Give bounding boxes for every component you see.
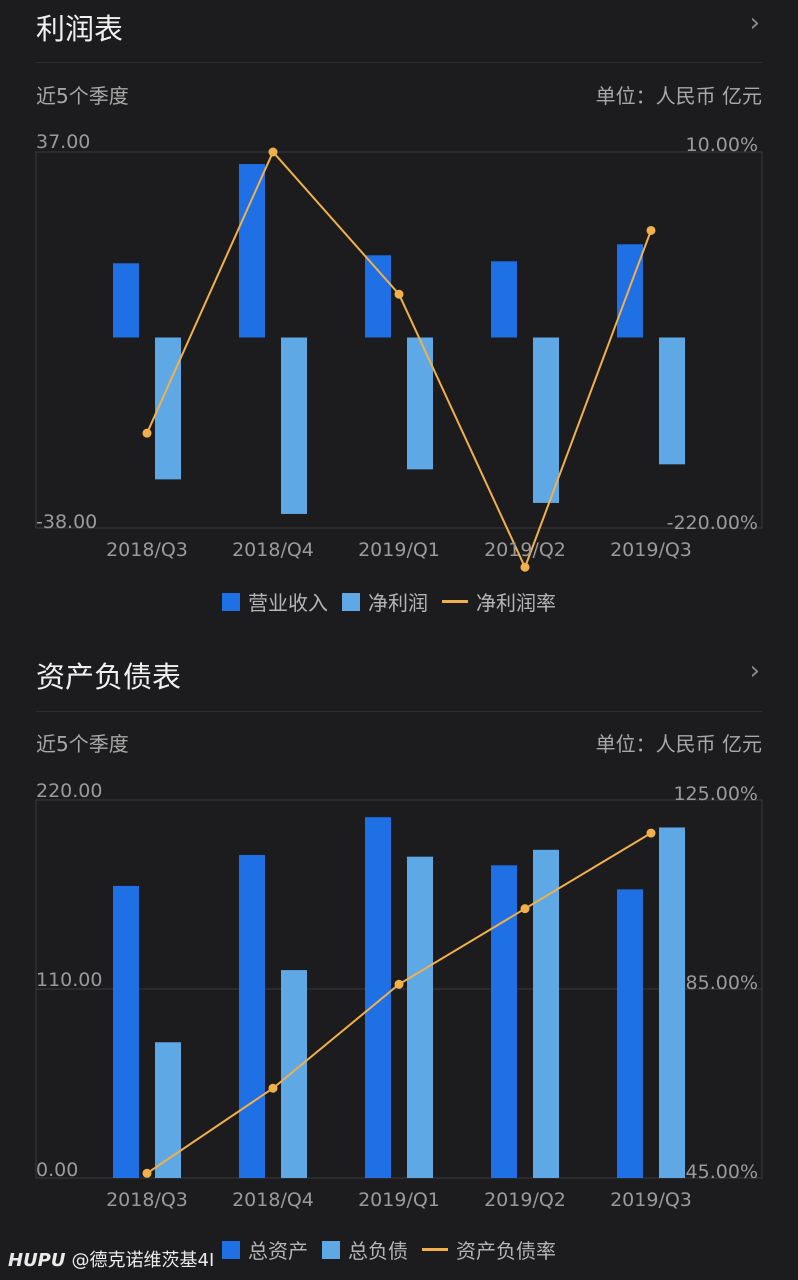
point-资产负债率-2018/Q3[interactable] (142, 1168, 152, 1178)
bar-营业收入-2019/Q2[interactable] (491, 261, 517, 338)
point-资产负债率-2018/Q4[interactable] (268, 1083, 278, 1093)
bar-营业收入-2019/Q1[interactable] (365, 255, 391, 338)
x-tick-label: 2018/Q4 (232, 539, 314, 561)
balance-unit: 单位：人民币 亿元 (595, 732, 762, 756)
legend-item-debt-ratio[interactable]: 资产负债率 (422, 1235, 556, 1264)
x-tick-label: 2018/Q3 (106, 539, 188, 561)
bar-总资产-2019/Q3[interactable] (617, 889, 643, 1178)
income-title: 利润表 (36, 12, 124, 46)
point-净利润率-2018/Q3[interactable] (142, 428, 152, 438)
bar-营业收入-2019/Q3[interactable] (617, 244, 643, 338)
income-period: 近5个季度 (36, 84, 129, 108)
x-tick-label: 2019/Q1 (358, 1189, 440, 1210)
total-assets-swatch (222, 1240, 240, 1259)
bar-总负债-2019/Q3[interactable] (659, 827, 685, 1178)
balance-right-top-label: 125.00% (673, 783, 758, 805)
income-right-top-label: 10.00% (686, 134, 758, 156)
total-liabilities-swatch (322, 1240, 340, 1259)
bar-净利润-2019/Q2[interactable] (533, 337, 559, 503)
legend-label-net-profit: 净利润 (368, 591, 428, 615)
bar-总负债-2018/Q4[interactable] (281, 970, 307, 1178)
legend-label-total-assets: 总资产 (248, 1239, 308, 1263)
line-净利润率 (146, 150, 652, 570)
legend-label-total-liabilities: 总负债 (348, 1239, 408, 1263)
income-chevron-right-icon[interactable]: › (749, 8, 760, 38)
legend-item-net-profit[interactable]: 净利润 (342, 587, 428, 616)
legend-item-total-liabilities[interactable]: 总负债 (322, 1235, 408, 1264)
bar-总资产-2019/Q1[interactable] (365, 817, 391, 1178)
watermark-text: @德克诺维茨基4I (71, 1250, 215, 1271)
balance-title: 资产负债表 (36, 660, 182, 694)
bar-总资产-2018/Q3[interactable] (113, 885, 139, 1178)
balance-chart: 220.00 110.00 0.00 125.00% 85.00% 45.00%… (35, 780, 763, 1210)
revenue-swatch (222, 592, 240, 611)
bar-总资产-2018/Q4[interactable] (239, 854, 265, 1178)
watermark: HUPU @德克诺维茨基4I (8, 1246, 214, 1272)
bar-营业收入-2018/Q4[interactable] (239, 164, 265, 338)
x-tick-label: 2019/Q1 (358, 539, 440, 561)
legend-label-debt-ratio: 资产负债率 (456, 1239, 556, 1263)
line-资产负债率 (146, 832, 652, 1175)
income-chart: 37.00 -38.00 10.00% -220.00% 2018/Q3 2018… (35, 131, 763, 572)
bar-营业收入-2018/Q3[interactable] (113, 263, 139, 338)
bar-总负债-2019/Q1[interactable] (407, 856, 433, 1178)
legend-item-total-assets[interactable]: 总资产 (222, 1235, 308, 1264)
point-净利润率-2019/Q2[interactable] (520, 562, 530, 572)
x-tick-label: 2019/Q2 (484, 539, 566, 561)
net-margin-swatch (442, 600, 468, 603)
net-profit-swatch (342, 592, 360, 611)
bar-净利润-2019/Q3[interactable] (659, 337, 685, 465)
point-净利润率-2019/Q1[interactable] (394, 289, 404, 299)
balance-right-mid-label: 85.00% (686, 972, 758, 994)
legend-item-revenue[interactable]: 营业收入 (222, 587, 328, 616)
income-legend: 营业收入 净利润 净利润率 (222, 587, 570, 616)
balance-period: 近5个季度 (36, 732, 129, 756)
bar-总负债-2018/Q3[interactable] (155, 1042, 181, 1178)
x-tick-label: 2018/Q3 (106, 1189, 188, 1210)
income-right-bottom-label: -220.00% (667, 512, 758, 534)
debt-ratio-swatch (422, 1248, 448, 1251)
plot-frame (35, 151, 763, 529)
income-unit: 单位：人民币 亿元 (595, 84, 762, 108)
income-divider (36, 62, 762, 63)
bar-净利润-2018/Q3[interactable] (155, 337, 181, 480)
bar-净利润-2018/Q4[interactable] (281, 337, 307, 514)
balance-left-mid-label: 110.00 (36, 969, 102, 991)
point-净利润率-2019/Q3[interactable] (646, 225, 656, 235)
point-资产负债率-2019/Q3[interactable] (646, 828, 656, 838)
balance-right-bottom-label: 45.00% (686, 1161, 758, 1183)
x-tick-label: 2018/Q4 (232, 1189, 314, 1210)
point-资产负债率-2019/Q1[interactable] (394, 979, 404, 989)
bar-总资产-2019/Q2[interactable] (491, 865, 517, 1178)
x-tick-label: 2019/Q3 (610, 539, 692, 561)
bar-总负债-2019/Q2[interactable] (533, 849, 559, 1178)
balance-chevron-right-icon[interactable]: › (749, 656, 760, 686)
legend-label-revenue: 营业收入 (248, 591, 328, 615)
x-tick-label: 2019/Q3 (610, 1189, 692, 1210)
x-tick-label: 2019/Q2 (484, 1189, 566, 1210)
legend-label-net-margin: 净利润率 (476, 591, 556, 615)
watermark-brand: HUPU (8, 1250, 66, 1271)
income-left-top-label: 37.00 (36, 131, 90, 153)
point-资产负债率-2019/Q2[interactable] (520, 904, 530, 914)
balance-left-bottom-label: 0.00 (36, 1159, 78, 1181)
point-净利润率-2018/Q4[interactable] (268, 147, 278, 157)
balance-divider (36, 711, 762, 712)
income-left-bottom-label: -38.00 (36, 511, 97, 533)
balance-legend: 总资产 总负债 资产负债率 (222, 1235, 570, 1264)
legend-item-net-margin[interactable]: 净利润率 (442, 587, 556, 616)
balance-left-top-label: 220.00 (36, 780, 102, 802)
